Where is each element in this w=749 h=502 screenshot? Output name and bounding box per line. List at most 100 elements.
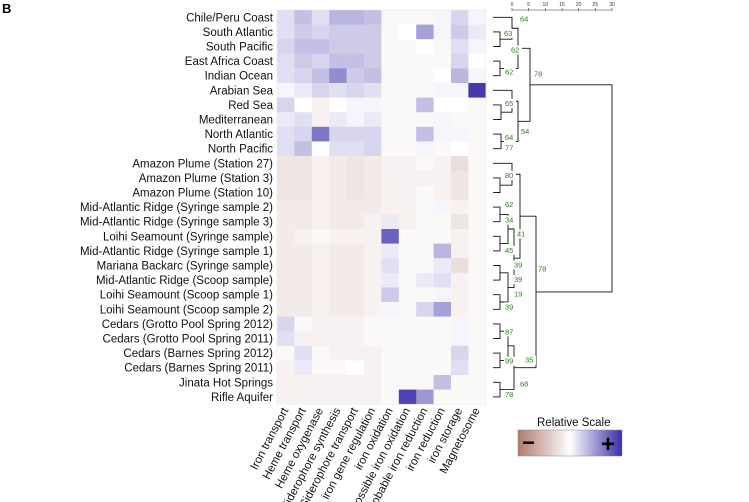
heatmap-cell xyxy=(329,24,347,40)
heatmap-cell xyxy=(294,185,313,201)
heatmap-cell xyxy=(451,229,469,244)
heatmap-cell xyxy=(381,141,400,157)
heatmap-cell xyxy=(311,389,330,405)
row-label: Mid-Atlantic Ridge (Syringe sample 2) xyxy=(80,202,273,214)
heatmap-cell xyxy=(364,141,382,157)
heatmap-cell xyxy=(416,97,434,113)
heatmap-cell xyxy=(381,68,400,84)
heatmap-cell xyxy=(346,141,365,157)
heatmap-cell xyxy=(468,10,487,25)
bootstrap-box xyxy=(504,356,516,366)
heatmap-cell xyxy=(329,39,347,55)
heatmap-cell xyxy=(364,53,382,69)
heatmap-cell xyxy=(416,243,434,259)
bootstrap-value: 62 xyxy=(511,46,519,55)
dendrogram-branch xyxy=(497,381,501,398)
heatmap-cell xyxy=(451,126,469,142)
heatmap-cell xyxy=(451,360,469,376)
heatmap-cell xyxy=(329,10,347,25)
heatmap-cell xyxy=(346,170,365,186)
heatmap-cell xyxy=(416,287,434,303)
bootstrap-value: 45 xyxy=(505,246,513,255)
heatmap-cell xyxy=(311,345,330,361)
heatmap-cell xyxy=(416,39,434,55)
heatmap-cell xyxy=(329,316,347,332)
heatmap-cell xyxy=(398,156,417,171)
heatmap-cell xyxy=(433,214,452,230)
heatmap-cell xyxy=(416,185,434,201)
bootstrap-value: 78 xyxy=(538,265,546,274)
heatmap-cell xyxy=(451,214,469,230)
heatmap-cell xyxy=(416,331,434,347)
bootstrap-box xyxy=(520,127,532,137)
heatmap-cell xyxy=(451,53,469,69)
heatmap-cell xyxy=(381,375,400,390)
dendrogram-branch xyxy=(497,177,501,193)
heatmap-cell xyxy=(346,97,365,113)
dendrogram-branch xyxy=(497,323,501,339)
heatmap-cell xyxy=(398,243,417,259)
heatmap-cell xyxy=(433,141,452,157)
heatmap-cell xyxy=(311,112,330,128)
heatmap-cell xyxy=(398,302,417,317)
heatmap-cell xyxy=(329,375,347,390)
bootstrap-box xyxy=(504,170,516,180)
heatmap-cell xyxy=(329,345,347,361)
bootstrap-value: 78 xyxy=(534,70,542,79)
legend-title: Relative Scale xyxy=(537,417,611,429)
heatmap-cell xyxy=(468,258,487,274)
heatmap-cell xyxy=(364,112,382,128)
heatmap-cell xyxy=(398,170,417,186)
heatmap-cell xyxy=(277,68,295,84)
heatmap-cell xyxy=(416,156,434,171)
heatmap-cell xyxy=(381,272,400,288)
bootstrap-box xyxy=(503,28,515,38)
heatmap-cell xyxy=(416,141,434,157)
heatmap-cell xyxy=(277,10,295,25)
heatmap-cell xyxy=(277,243,295,259)
heatmap-cell xyxy=(277,389,295,405)
bootstrap-value: 19 xyxy=(514,290,522,299)
bootstrap-box xyxy=(504,200,516,210)
heatmap-cell xyxy=(381,389,400,405)
heatmap-cell xyxy=(294,287,313,303)
dendrogram-tick-label: 25 xyxy=(593,2,599,8)
dendrogram-tick-label: 10 xyxy=(543,2,549,8)
heatmap-cell xyxy=(451,97,469,113)
heatmap-cell xyxy=(364,229,382,244)
heatmap-cell xyxy=(277,229,295,244)
heatmap-cell xyxy=(277,302,295,317)
heatmap-cell xyxy=(468,112,487,128)
heatmap-cell xyxy=(433,316,452,332)
heatmap-cell xyxy=(329,170,347,186)
row-label: Red Sea xyxy=(228,100,273,112)
heatmap-cell xyxy=(364,83,382,98)
heatmap-cell xyxy=(468,97,487,113)
bootstrap-box xyxy=(533,69,545,79)
dendrogram-branch xyxy=(497,31,501,47)
heatmap-cell xyxy=(381,170,400,186)
bootstrap-value: 39 xyxy=(514,261,522,270)
heatmap-cell xyxy=(451,331,469,347)
heatmap-cell xyxy=(311,287,330,303)
heatmap-cell xyxy=(451,345,469,361)
bootstrap-value: 64 xyxy=(520,14,528,23)
heatmap-cell xyxy=(311,141,330,157)
row-label: Loihi Seamount (Syringe sample) xyxy=(103,231,273,243)
heatmap-cell xyxy=(381,112,400,128)
dendrogram-branch xyxy=(500,345,515,391)
bootstrap-value: 64 xyxy=(505,133,513,142)
row-label: Chile/Peru Coast xyxy=(186,12,274,24)
legend-gradient xyxy=(517,429,623,457)
heatmap-cell xyxy=(311,39,330,55)
heatmap-cell xyxy=(451,287,469,303)
heatmap-cell xyxy=(346,243,365,259)
bootstrap-box xyxy=(504,143,516,153)
heatmap-cell xyxy=(329,272,347,288)
heatmap-cell xyxy=(294,156,313,171)
heatmap-cell xyxy=(277,53,295,69)
heatmap-cell xyxy=(311,185,330,201)
heatmap-cell xyxy=(311,243,330,259)
heatmap-cell xyxy=(311,53,330,69)
